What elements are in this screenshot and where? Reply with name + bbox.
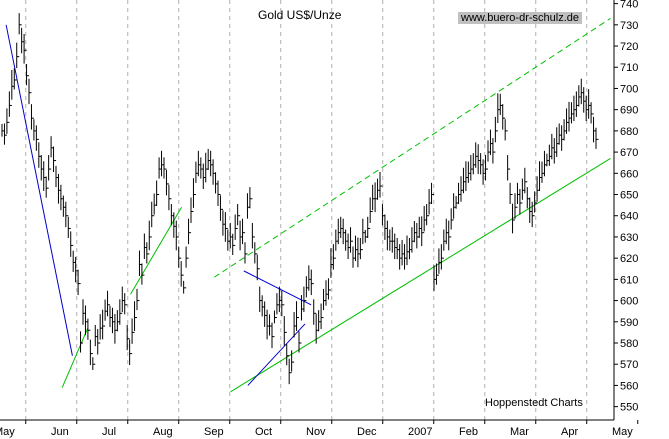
- x-tick-label: Aug: [153, 426, 173, 438]
- trend-line-layer: [5, 18, 611, 393]
- source-credit: Hoppenstedt Charts: [485, 397, 583, 409]
- grid-layer: [25, 0, 588, 420]
- x-tick-label: Apr: [561, 426, 578, 438]
- y-tick-label: 580: [620, 338, 638, 350]
- y-tick-label: 650: [620, 190, 638, 202]
- support-trend-line: [247, 323, 306, 386]
- x-tick-label: Oct: [255, 426, 272, 438]
- y-tick-label: 670: [620, 147, 638, 159]
- x-tick-label: Jun: [51, 426, 69, 438]
- channel-top-dashed-line: [213, 18, 611, 278]
- y-tick-label: 630: [620, 232, 638, 244]
- support-trend-line: [130, 206, 182, 295]
- support-trend-line: [230, 158, 611, 393]
- downtrend-line: [5, 24, 73, 356]
- axis-layer: 550 560 570 580 590 600 610 620 630 640 650 660 670 6…: [0, 0, 638, 438]
- y-tick-label: 690: [620, 105, 638, 117]
- y-tick-label: 720: [620, 41, 638, 53]
- x-tick-label: May: [0, 426, 15, 438]
- y-tick-label: 550: [620, 402, 638, 414]
- x-tick-label: 2007: [408, 426, 432, 438]
- x-tick-label: May: [612, 426, 633, 438]
- chart-title: Gold US$/Unze: [258, 8, 342, 22]
- downtrend-line: [243, 270, 312, 306]
- x-tick-label: Mar: [510, 426, 529, 438]
- y-tick-label: 640: [620, 211, 638, 223]
- x-tick-label: Sep: [204, 426, 224, 438]
- y-tick-label: 560: [620, 380, 638, 392]
- support-trend-line: [61, 327, 89, 388]
- x-tick-label: Feb: [459, 426, 478, 438]
- y-tick-label: 660: [620, 168, 638, 180]
- y-tick-label: 680: [620, 126, 638, 138]
- y-tick-label: 740: [620, 0, 638, 11]
- y-tick-label: 700: [620, 83, 638, 95]
- y-tick-label: 710: [620, 62, 638, 74]
- y-tick-label: 610: [620, 274, 638, 286]
- y-tick-label: 620: [620, 253, 638, 265]
- price-bar-layer: [1, 13, 599, 385]
- x-tick-label: Jul: [102, 426, 116, 438]
- watermark-link[interactable]: www.buero-dr-schulz.de: [458, 12, 582, 24]
- y-tick-label: 730: [620, 20, 638, 32]
- y-tick-label: 590: [620, 317, 638, 329]
- y-tick-label: 570: [620, 359, 638, 371]
- x-tick-label: Nov: [306, 426, 326, 438]
- x-tick-label: Dec: [357, 426, 377, 438]
- y-tick-label: 600: [620, 296, 638, 308]
